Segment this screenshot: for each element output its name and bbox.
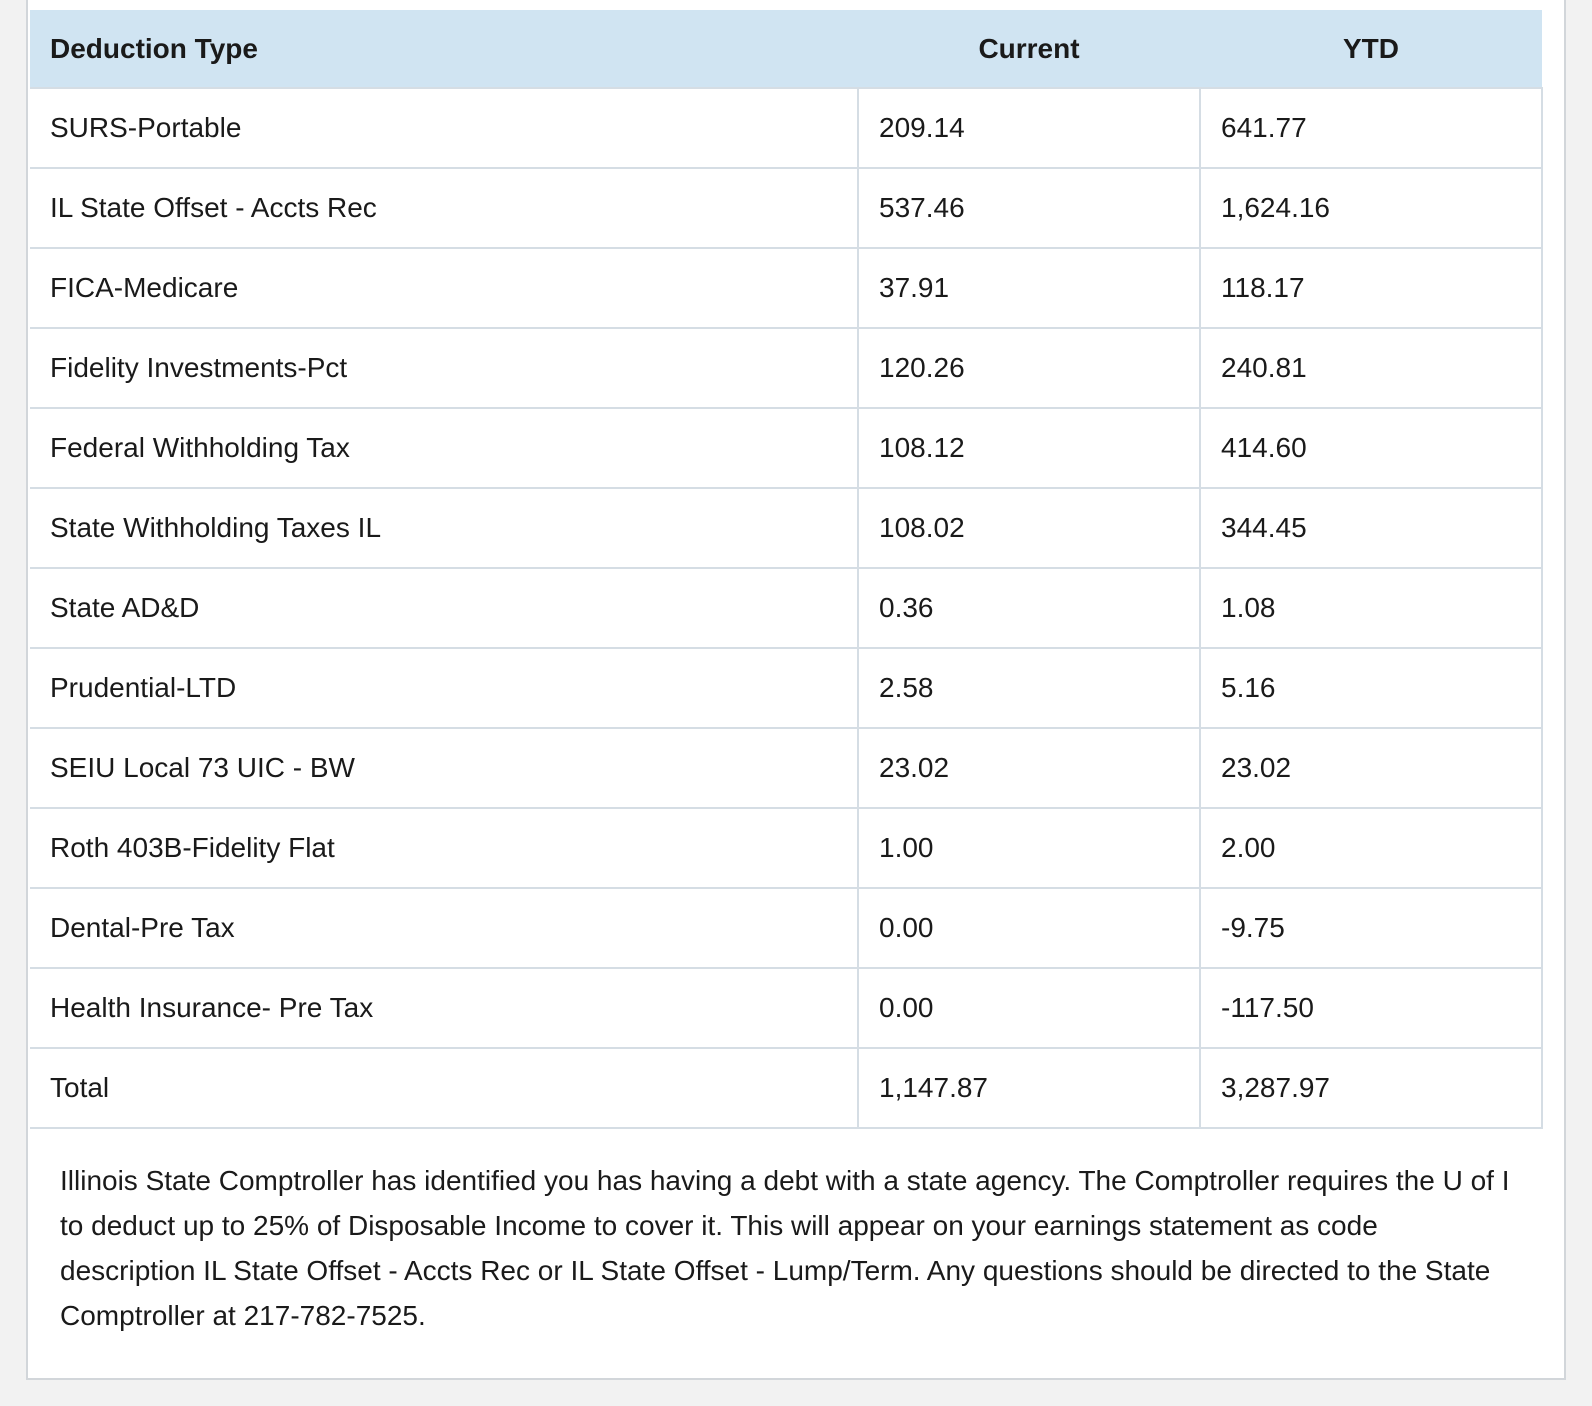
current-amount-cell: 537.46 — [857, 167, 1201, 249]
deductions-panel: Deduction Type Current YTD SURS-Portable… — [26, 0, 1566, 1380]
header-deduction-type: Deduction Type — [50, 32, 258, 64]
deduction-type-cell: SURS-Portable — [30, 87, 859, 169]
current-amount-cell: 108.12 — [857, 407, 1201, 489]
deduction-type-cell: State AD&D — [30, 567, 859, 649]
current-amount-cell: 23.02 — [857, 727, 1201, 809]
current-amount-cell: 1,147.87 — [857, 1047, 1201, 1129]
ytd-amount-cell: 118.17 — [1199, 247, 1543, 329]
table-row: FICA-Medicare 37.91 118.17 — [30, 247, 1543, 329]
table-header-row: Deduction Type Current YTD — [30, 10, 1542, 88]
current-amount-cell: 37.91 — [857, 247, 1201, 329]
table-row: Federal Withholding Tax 108.12 414.60 — [30, 407, 1543, 489]
table-row: State AD&D 0.36 1.08 — [30, 567, 1543, 649]
header-current: Current — [978, 32, 1080, 64]
deduction-type-cell: Prudential-LTD — [30, 647, 859, 729]
ytd-amount-cell: 23.02 — [1199, 727, 1543, 809]
current-amount-cell: 209.14 — [857, 87, 1201, 169]
current-amount-cell: 120.26 — [857, 327, 1201, 409]
table-row: Fidelity Investments-Pct 120.26 240.81 — [30, 327, 1543, 409]
deduction-type-cell: State Withholding Taxes IL — [30, 487, 859, 569]
deduction-type-cell: SEIU Local 73 UIC - BW — [30, 727, 859, 809]
table-row: SEIU Local 73 UIC - BW 23.02 23.02 — [30, 727, 1543, 809]
ytd-amount-cell: 1,624.16 — [1199, 167, 1543, 249]
table-row: IL State Offset - Accts Rec 537.46 1,624.1… — [30, 167, 1543, 249]
ytd-amount-cell: 5.16 — [1199, 647, 1543, 729]
current-amount-cell: 108.02 — [857, 487, 1201, 569]
current-amount-cell: 2.58 — [857, 647, 1201, 729]
deductions-table: Deduction Type Current YTD SURS-Portable… — [30, 10, 1543, 1129]
comptroller-note: Illinois State Comptroller has identifie… — [60, 1165, 1510, 1331]
table-row: Roth 403B-Fidelity Flat 1.00 2.00 — [30, 807, 1543, 889]
ytd-amount-cell: 344.45 — [1199, 487, 1543, 569]
ytd-amount-cell: -9.75 — [1199, 887, 1543, 969]
table-row: Prudential-LTD 2.58 5.16 — [30, 647, 1543, 729]
current-amount-cell: 0.00 — [857, 887, 1201, 969]
ytd-amount-cell: 1.08 — [1199, 567, 1543, 649]
total-row: Total 1,147.87 3,287.97 — [30, 1047, 1543, 1129]
deduction-type-cell: IL State Offset - Accts Rec — [30, 167, 859, 249]
current-amount-cell: 0.00 — [857, 967, 1201, 1049]
deduction-type-cell: Roth 403B-Fidelity Flat — [30, 807, 859, 889]
table-row: Health Insurance- Pre Tax 0.00 -117.50 — [30, 967, 1543, 1049]
deduction-type-cell: Fidelity Investments-Pct — [30, 327, 859, 409]
deduction-type-cell: Federal Withholding Tax — [30, 407, 859, 489]
table-row: State Withholding Taxes IL 108.02 344.45 — [30, 487, 1543, 569]
ytd-amount-cell: 641.77 — [1199, 87, 1543, 169]
deduction-type-cell: Dental-Pre Tax — [30, 887, 859, 969]
ytd-amount-cell: 240.81 — [1199, 327, 1543, 409]
deduction-type-cell: FICA-Medicare — [30, 247, 859, 329]
table-row: SURS-Portable 209.14 641.77 — [30, 87, 1543, 169]
deduction-type-cell: Health Insurance- Pre Tax — [30, 967, 859, 1049]
table-row: Dental-Pre Tax 0.00 -9.75 — [30, 887, 1543, 969]
ytd-amount-cell: 2.00 — [1199, 807, 1543, 889]
ytd-amount-cell: 3,287.97 — [1199, 1047, 1543, 1129]
current-amount-cell: 1.00 — [857, 807, 1201, 889]
current-amount-cell: 0.36 — [857, 567, 1201, 649]
ytd-amount-cell: -117.50 — [1199, 967, 1543, 1049]
header-ytd: YTD — [1343, 32, 1399, 64]
deduction-type-cell: Total — [30, 1047, 859, 1129]
ytd-amount-cell: 414.60 — [1199, 407, 1543, 489]
